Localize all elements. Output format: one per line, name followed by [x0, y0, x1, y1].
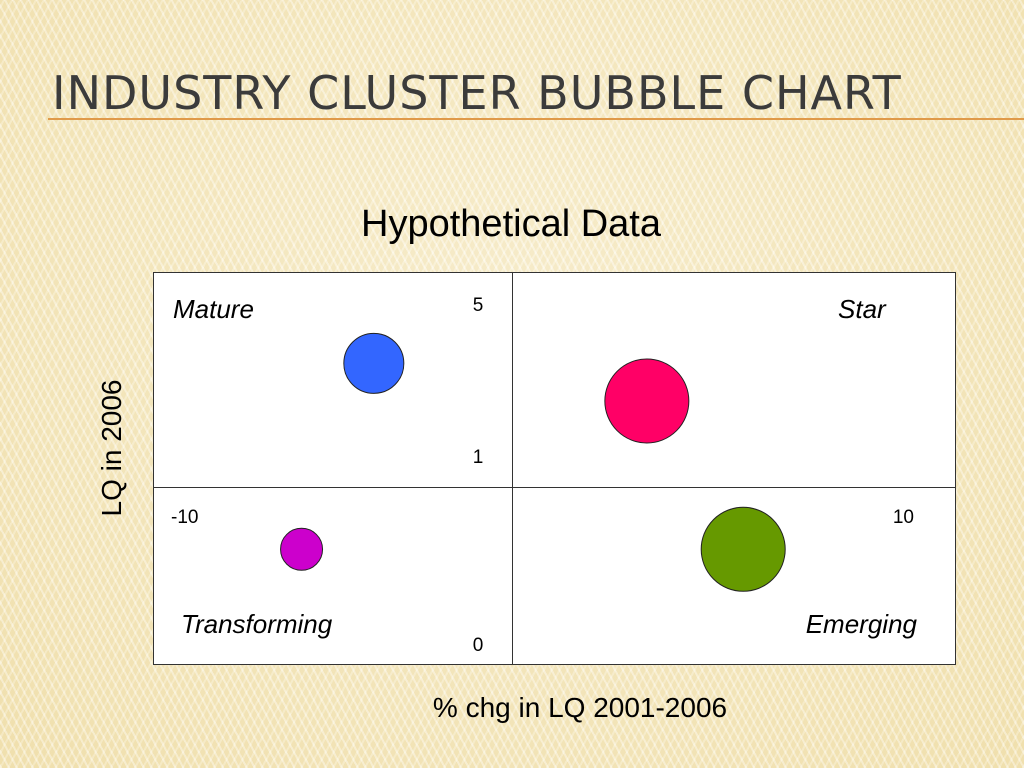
bubble-emerging	[700, 506, 786, 592]
bubble-star	[604, 358, 690, 444]
axis-mark-minus-10: -10	[171, 507, 198, 528]
axis-mark-5: 5	[473, 295, 484, 316]
quadrant-label-mature: Mature	[173, 294, 254, 324]
bubble-mature	[343, 332, 405, 394]
axis-mark-10: 10	[893, 507, 914, 528]
axis-mark-0: 0	[473, 635, 484, 656]
y-axis-label: LQ in 2006	[96, 380, 127, 517]
title-divider	[48, 118, 1024, 120]
quadrant-label-transforming: Transforming	[181, 609, 333, 639]
x-axis-label: % chg in LQ 2001-2006	[433, 692, 727, 723]
quadrant-label-emerging: Emerging	[806, 609, 918, 639]
axis-mark-1: 1	[473, 447, 484, 468]
chart-title: Hypothetical Data	[361, 203, 662, 245]
plot-frame	[153, 272, 956, 665]
bubble-transforming	[280, 527, 324, 571]
quadrant-label-star: Star	[838, 294, 887, 324]
slide-title: Industry Cluster Bubble Chart	[52, 66, 902, 120]
bubble-layer	[280, 332, 786, 592]
